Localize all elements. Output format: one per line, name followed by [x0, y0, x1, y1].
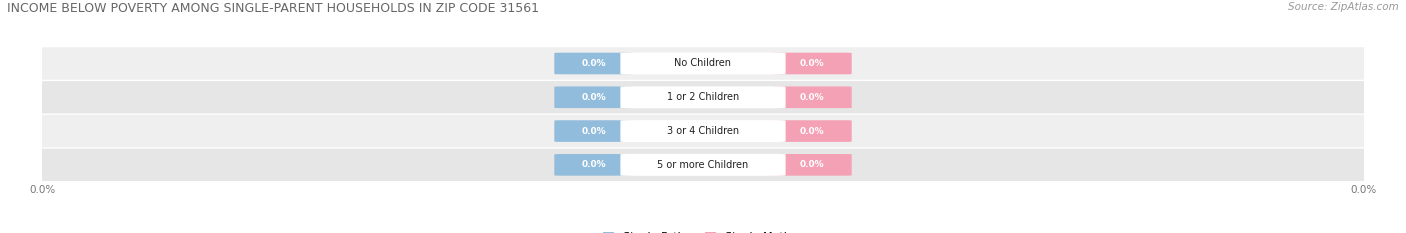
FancyBboxPatch shape: [772, 154, 852, 176]
Text: No Children: No Children: [675, 58, 731, 69]
Text: INCOME BELOW POVERTY AMONG SINGLE-PARENT HOUSEHOLDS IN ZIP CODE 31561: INCOME BELOW POVERTY AMONG SINGLE-PARENT…: [7, 2, 538, 15]
Text: 0.0%: 0.0%: [800, 160, 824, 169]
Text: 0.0%: 0.0%: [800, 93, 824, 102]
Legend: Single Father, Single Mother: Single Father, Single Mother: [599, 227, 807, 233]
FancyBboxPatch shape: [22, 81, 1384, 113]
Text: 5 or more Children: 5 or more Children: [658, 160, 748, 170]
Text: 0.0%: 0.0%: [582, 93, 606, 102]
FancyBboxPatch shape: [554, 120, 634, 142]
Text: Source: ZipAtlas.com: Source: ZipAtlas.com: [1288, 2, 1399, 12]
Text: 0.0%: 0.0%: [582, 127, 606, 136]
FancyBboxPatch shape: [620, 120, 786, 142]
FancyBboxPatch shape: [620, 52, 786, 75]
FancyBboxPatch shape: [620, 154, 786, 176]
FancyBboxPatch shape: [22, 115, 1384, 147]
FancyBboxPatch shape: [772, 86, 852, 108]
FancyBboxPatch shape: [554, 53, 634, 74]
FancyBboxPatch shape: [22, 47, 1384, 80]
FancyBboxPatch shape: [620, 86, 786, 108]
FancyBboxPatch shape: [772, 120, 852, 142]
Text: 0.0%: 0.0%: [800, 127, 824, 136]
Text: 0.0%: 0.0%: [800, 59, 824, 68]
FancyBboxPatch shape: [772, 53, 852, 74]
FancyBboxPatch shape: [22, 149, 1384, 181]
Text: 0.0%: 0.0%: [582, 160, 606, 169]
FancyBboxPatch shape: [554, 86, 634, 108]
Text: 0.0%: 0.0%: [582, 59, 606, 68]
Text: 1 or 2 Children: 1 or 2 Children: [666, 92, 740, 102]
Text: 3 or 4 Children: 3 or 4 Children: [666, 126, 740, 136]
FancyBboxPatch shape: [554, 154, 634, 176]
